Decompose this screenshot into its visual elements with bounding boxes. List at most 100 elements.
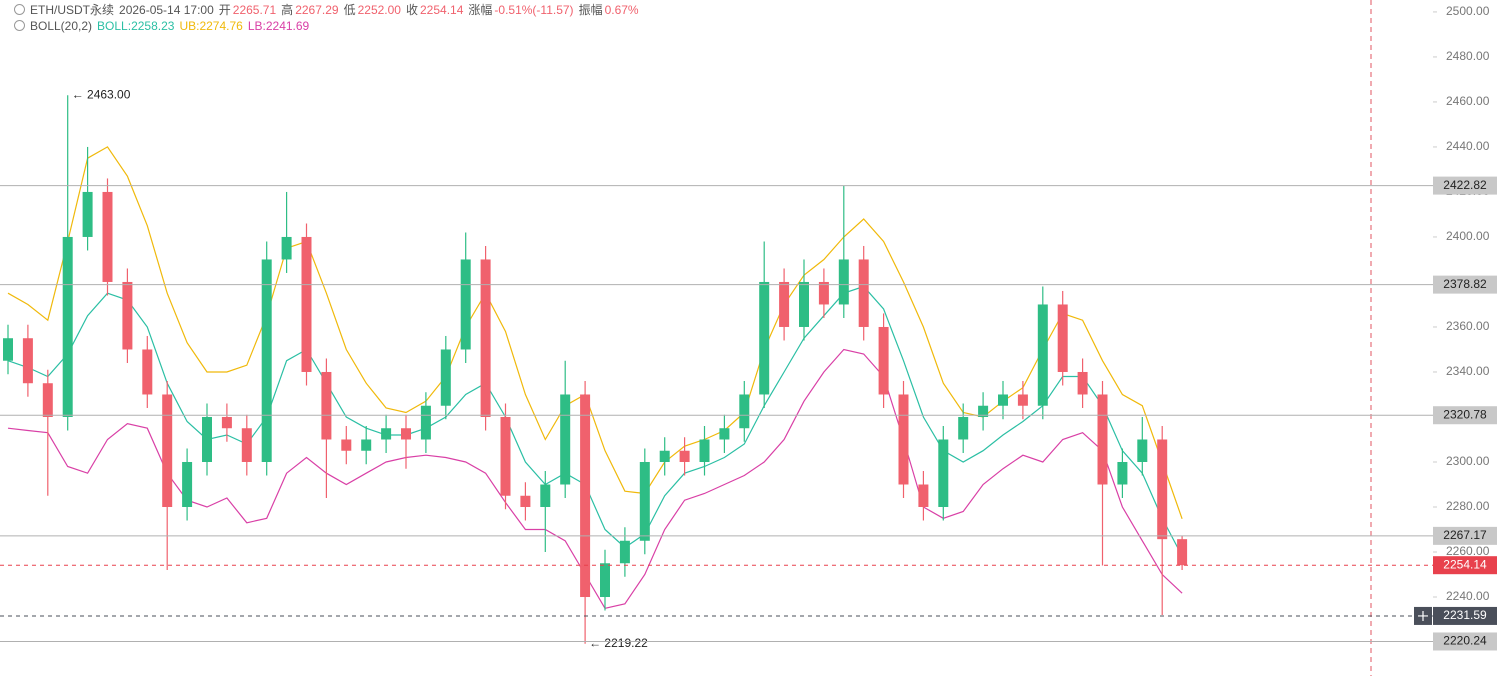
candle-body bbox=[381, 428, 392, 440]
candle-body bbox=[739, 394, 750, 429]
y-tick-label: 2260.00 bbox=[1446, 544, 1490, 558]
candle-body bbox=[540, 484, 551, 507]
candle-body bbox=[1037, 304, 1048, 406]
level-label: 2267.17 bbox=[1443, 528, 1487, 542]
candle-body bbox=[241, 428, 252, 462]
candle-body bbox=[321, 371, 332, 440]
field-value: -0.51%(-11.57) bbox=[494, 3, 574, 17]
y-tick-label: 2500.00 bbox=[1446, 4, 1490, 18]
high-annotation: ← 2463.00 bbox=[72, 87, 131, 101]
candle-body bbox=[62, 236, 73, 417]
band-line bbox=[7, 348, 1183, 609]
candle-body bbox=[162, 394, 173, 507]
y-tick-label: 2360.00 bbox=[1446, 319, 1490, 333]
candle-body bbox=[202, 416, 212, 462]
candle-body bbox=[341, 439, 352, 451]
level-label-bg bbox=[1433, 526, 1497, 545]
candle-body bbox=[42, 383, 53, 417]
level-label: 2378.82 bbox=[1443, 277, 1487, 291]
candle-body bbox=[440, 349, 451, 406]
level-label-bg bbox=[1433, 275, 1497, 294]
candle-body bbox=[1017, 394, 1028, 406]
y-tick-label: 2300.00 bbox=[1446, 454, 1490, 468]
candle-body bbox=[3, 338, 13, 361]
indicator: BOLL(20,2) bbox=[30, 19, 93, 33]
field-label: 开 bbox=[218, 3, 231, 17]
candle-body bbox=[1057, 304, 1068, 372]
candle-body bbox=[480, 259, 491, 417]
candle-body bbox=[619, 540, 630, 564]
candle-body bbox=[1077, 371, 1088, 395]
level-label-bg bbox=[1433, 632, 1497, 651]
candle-body bbox=[281, 236, 292, 260]
candle-body bbox=[82, 191, 93, 237]
field-value: 2254.14 bbox=[420, 3, 464, 17]
symbol: ETH/USDT永续 bbox=[30, 3, 115, 17]
header: ETH/USDT永续 2026-05-14 17:00 开 2265.71 高 2267.… bbox=[14, 2, 649, 34]
candle-body bbox=[1157, 439, 1168, 540]
candle-body bbox=[679, 450, 690, 462]
field-value: 0.67% bbox=[604, 3, 639, 17]
candle-body bbox=[838, 259, 849, 305]
fields: 开 2265.71 高 2267.29 低 2252.00 收 2254.14 涨幅 -0.51%… bbox=[219, 3, 644, 17]
add-icon bbox=[1418, 610, 1428, 621]
candle-body bbox=[719, 428, 730, 440]
toggle-icon[interactable] bbox=[14, 4, 25, 15]
header-row: ETH/USDT永续 2026-05-14 17:00 开 2265.71 高 2267.… bbox=[14, 2, 649, 18]
candle-body bbox=[460, 259, 471, 350]
y-tick-label: 2400.00 bbox=[1446, 229, 1490, 243]
indicator-row: BOLL(20,2) BOLL:2258.23 UB:2274.76 LB:2241.… bbox=[14, 18, 649, 34]
candle-body bbox=[918, 484, 929, 507]
candle-body bbox=[122, 281, 133, 350]
candle-body bbox=[600, 563, 610, 598]
candle-body bbox=[420, 405, 431, 440]
level-label: 2422.82 bbox=[1443, 178, 1487, 192]
y-tick-label: 2340.00 bbox=[1446, 364, 1490, 378]
level-label-bg bbox=[1433, 406, 1497, 425]
candle-body bbox=[500, 416, 511, 496]
candle-body bbox=[221, 416, 232, 429]
candle-body bbox=[182, 461, 193, 507]
candle-body bbox=[878, 326, 889, 395]
candle-body bbox=[301, 236, 312, 372]
candle-body bbox=[659, 450, 670, 462]
level-label-bg bbox=[1433, 606, 1497, 625]
candle-body bbox=[978, 405, 989, 417]
y-tick-label: 2460.00 bbox=[1446, 94, 1490, 108]
field-value: 2265.71 bbox=[232, 3, 277, 17]
candle-body bbox=[699, 439, 710, 462]
field-label: 涨幅 bbox=[468, 3, 493, 17]
y-tick-label: 2440.00 bbox=[1446, 139, 1490, 153]
field-label: 低 bbox=[343, 3, 356, 17]
level-label: 2320.78 bbox=[1443, 407, 1487, 421]
y-tick-label: 2480.00 bbox=[1446, 49, 1490, 63]
level-label: 2231.59 bbox=[1443, 608, 1487, 622]
field-label: 振幅 bbox=[578, 3, 603, 17]
candle-body bbox=[799, 281, 809, 327]
level-label: 2220.24 bbox=[1443, 634, 1487, 648]
indicator-value: LB:2241.69 bbox=[247, 19, 310, 33]
y-tick-label: 2240.00 bbox=[1446, 589, 1490, 603]
toggle-icon[interactable] bbox=[14, 20, 25, 31]
indicator-value: UB:2274.76 bbox=[179, 19, 243, 33]
candle-body bbox=[898, 394, 909, 485]
candle-body bbox=[1137, 439, 1148, 462]
indicator-values: BOLL:2258.23 UB:2274.76 LB:2241.69 bbox=[97, 19, 314, 33]
bands bbox=[7, 146, 1183, 609]
candle-body bbox=[401, 428, 411, 440]
field-value: 2252.00 bbox=[357, 3, 401, 17]
field-value: 2267.29 bbox=[295, 3, 339, 17]
level-label-bg bbox=[1433, 176, 1497, 195]
candle-body bbox=[639, 461, 650, 541]
level-label: 2254.14 bbox=[1443, 557, 1487, 571]
field-label: 收 bbox=[405, 3, 418, 17]
candle-body bbox=[261, 259, 272, 462]
candle-body bbox=[142, 349, 153, 395]
candle-body bbox=[779, 281, 790, 327]
y-tick-label: 2280.00 bbox=[1446, 499, 1490, 513]
low-annotation: ← 2219.22 bbox=[589, 636, 648, 650]
level-label-bg bbox=[1433, 556, 1497, 575]
indicator-value: BOLL:2258.23 bbox=[97, 19, 175, 33]
